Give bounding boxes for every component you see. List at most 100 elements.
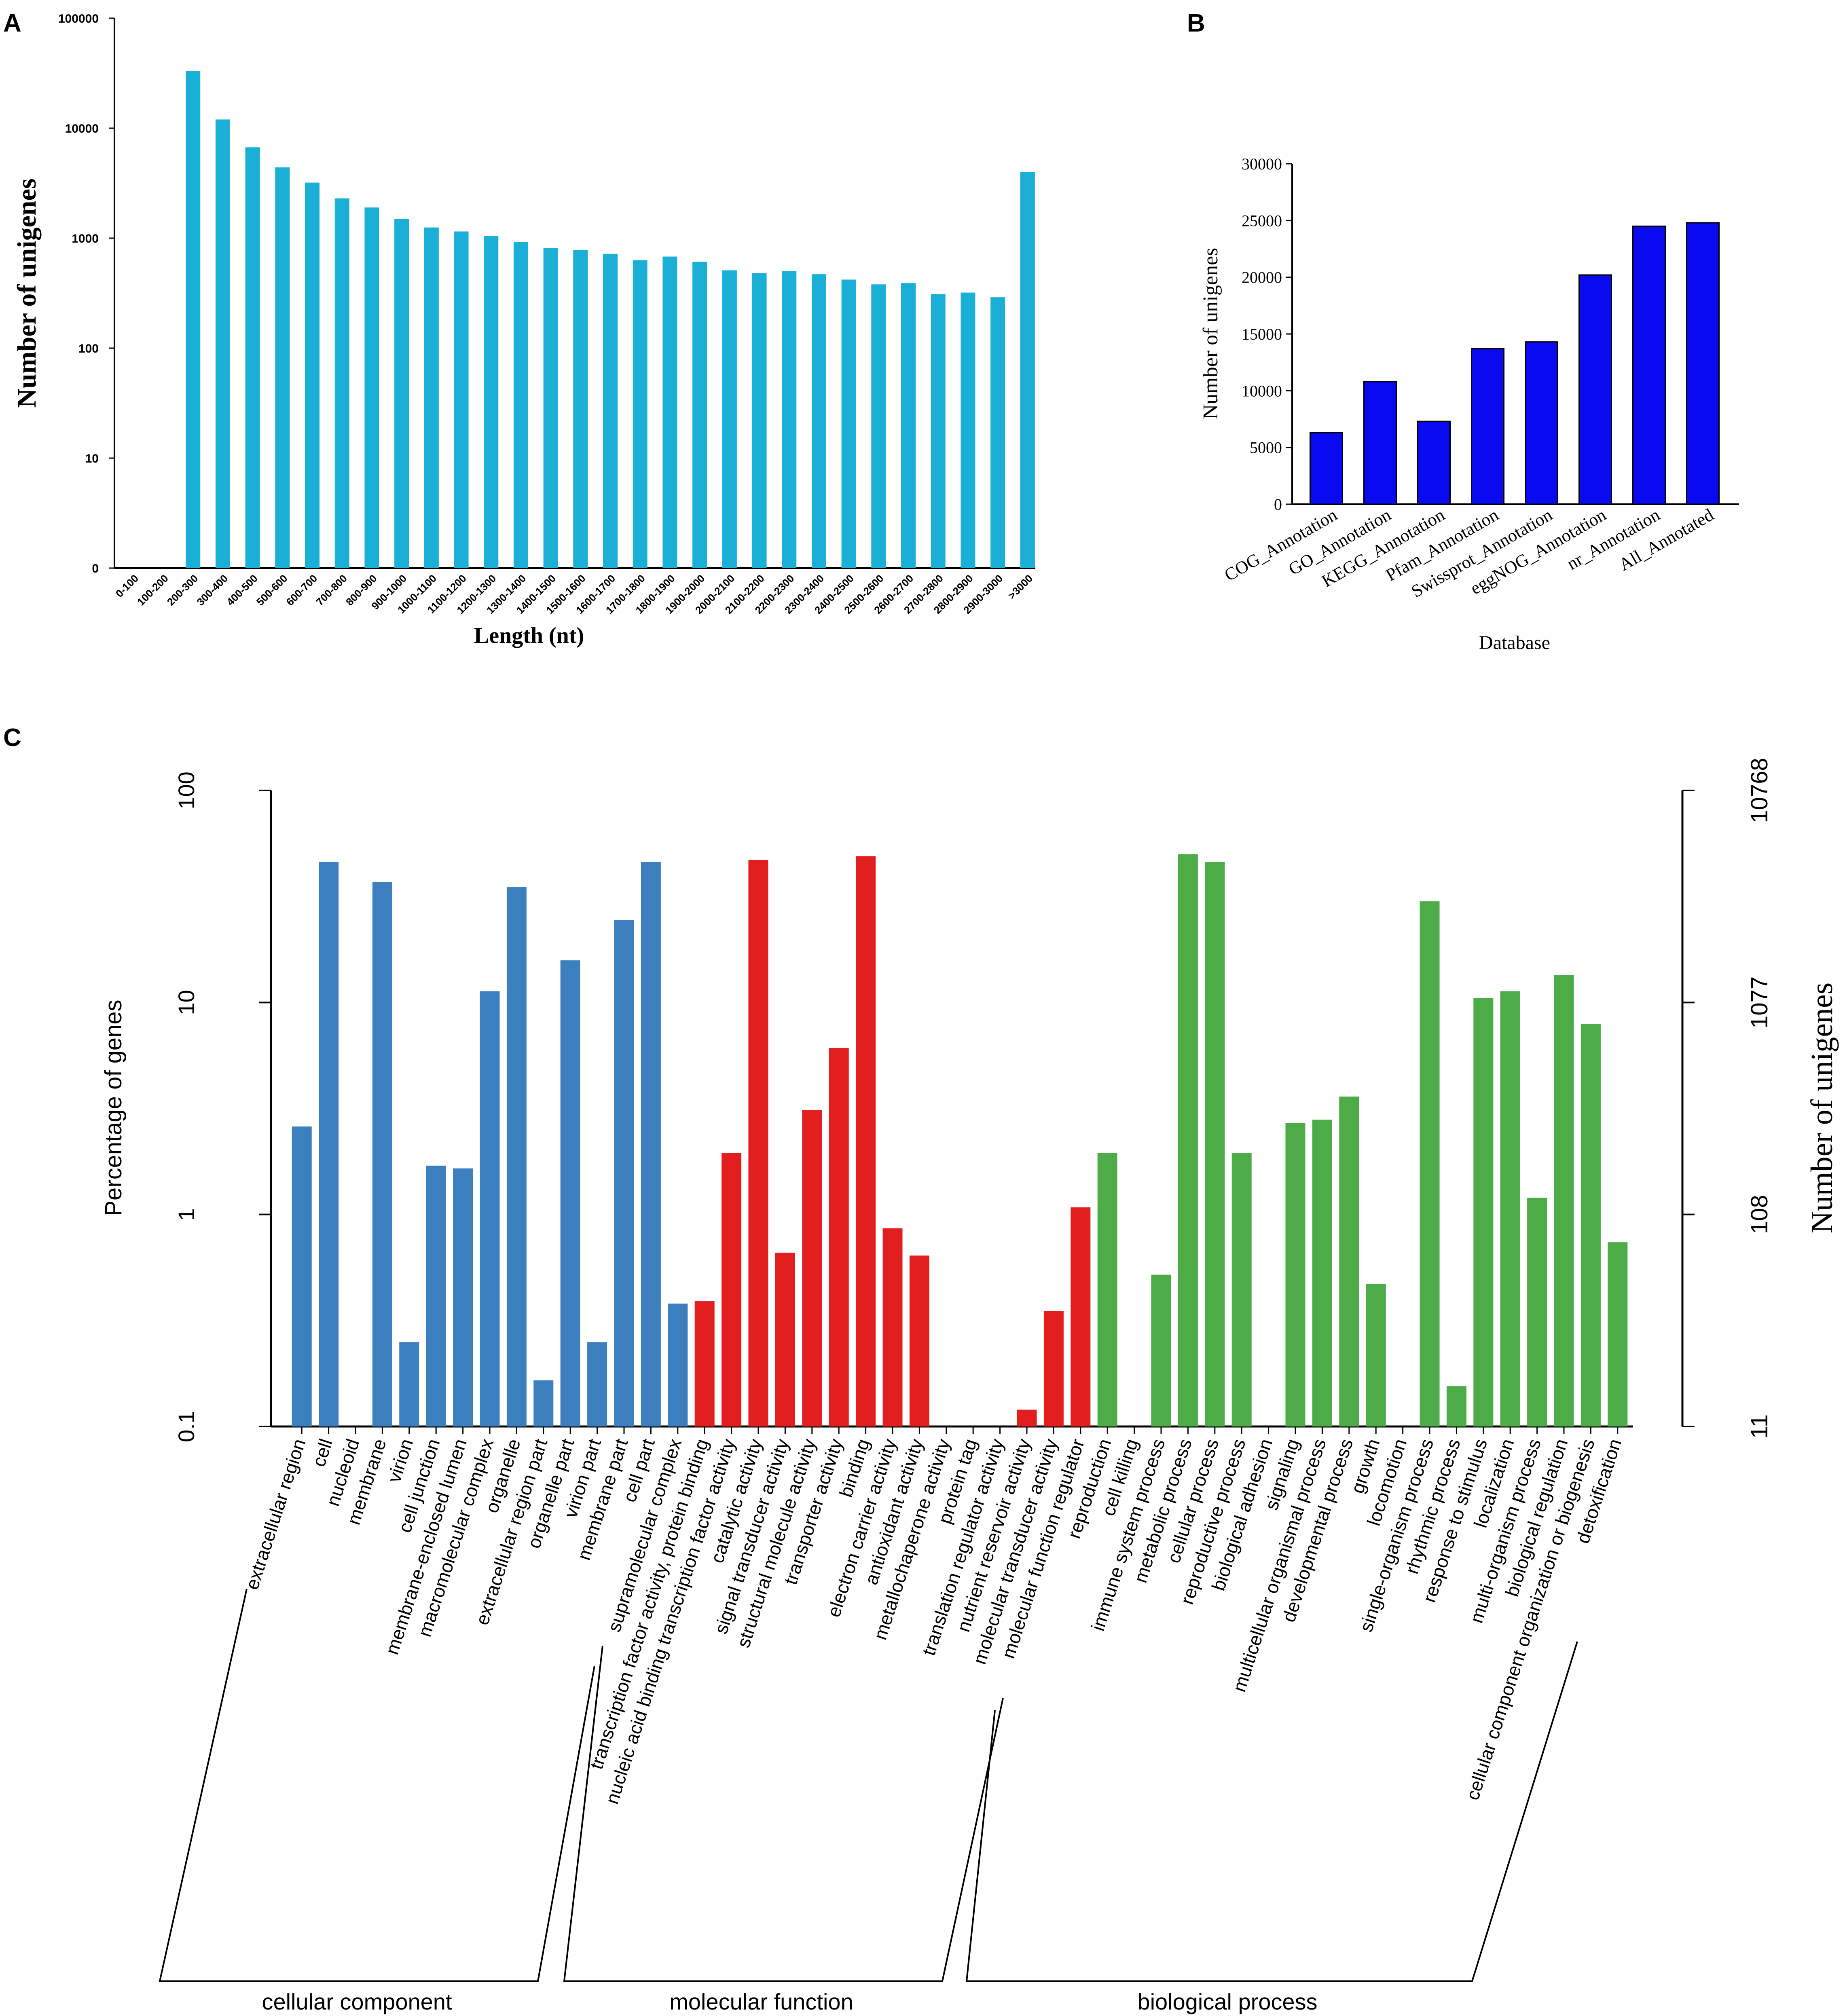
panel-c-bar-electron-carrier-activity: [882, 1228, 903, 1426]
panel-c-bar-virion-part: [587, 1342, 607, 1426]
panel-b-y-tick-label: 0: [1274, 495, 1282, 514]
panel-a-x-tick-label: >3000: [1005, 572, 1035, 602]
panel-b-y-tick-label: 10000: [1242, 382, 1282, 400]
panel-c-bar-extracellular-region: [292, 1126, 312, 1426]
panel-c-bar-metabolic-process: [1178, 854, 1198, 1426]
panel-a-y-tick-label: 100000: [58, 12, 99, 25]
panel-c-bar-biological-regulation: [1554, 974, 1574, 1426]
panel-c-group-bracket-biological-process: [965, 1641, 1578, 1982]
panel-b-y-tick-label: 15000: [1242, 325, 1282, 343]
panel-a-bar-1700-1800: [633, 260, 647, 568]
panel-a-x-axis-title: Length (nt): [474, 623, 584, 648]
panel-c-left-axis-title: Percentage of genes: [100, 1000, 127, 1216]
panel-c-bar-growth: [1366, 1284, 1386, 1426]
panel-c-bar-structural-molecule-activity: [802, 1110, 822, 1426]
panel-a-bar-300-400: [215, 119, 230, 568]
panel-a-length-distribution: 0 10 100 1000 10000 100000 0-100100-200200-30…: [12, 12, 1035, 648]
panel-a-bar-2400-2500: [841, 279, 856, 568]
panel-c-bar-multi-organism-process: [1527, 1198, 1547, 1426]
panel-c-bar-catalytic-activity: [748, 860, 768, 1426]
panel-c-bar-multicellular-organismal-process: [1312, 1120, 1332, 1426]
panel-c-bar-single-organism-process: [1420, 901, 1440, 1426]
panel-a-bar-1800-1900: [662, 256, 677, 568]
panel-c-right-tick-label: 10768: [1746, 758, 1773, 823]
panel-a-bar-1000-1100: [424, 227, 439, 568]
panel-a-bar-2200-2300: [782, 271, 797, 568]
panel-a-bar-700-800: [334, 198, 349, 568]
panel-c-bar-membrane-part: [614, 920, 634, 1426]
panel-b-x-axis-title: Database: [1479, 632, 1550, 653]
panel-a-bar-800-900: [364, 207, 379, 568]
panel-b-bar-kegg-annotation: [1417, 421, 1451, 505]
panel-b-y-axis-title: Number of unigenes: [1199, 248, 1222, 420]
panel-c-bar-molecular-function-regulator: [1071, 1207, 1091, 1426]
panel-a-x-tick-label: 500-600: [254, 572, 290, 608]
panel-a-bar-500-600: [275, 167, 290, 568]
panel-a-y-tick-label: 1000: [72, 232, 99, 245]
panel-a-bar-2000-2100: [722, 270, 737, 568]
panel-a-y-tick-label: 10: [85, 452, 99, 465]
panel-c-bar-response-to-stimulus: [1473, 998, 1494, 1426]
panel-b-y-tick-label: 25000: [1242, 211, 1282, 230]
panel-a-bar-1100-1200: [454, 231, 469, 568]
panel-a-bar-2700-2800: [931, 294, 946, 568]
panel-a-bar-2300-2400: [811, 274, 826, 568]
panel-a-bar-1900-2000: [692, 262, 707, 568]
panel-c-right-tick-label: 108: [1746, 1195, 1773, 1234]
panel-c-group-label-molecular-function: molecular function: [669, 1989, 853, 2014]
panel-a-bar-1200-1300: [484, 236, 499, 568]
panel-a-bar-3000: [1020, 172, 1035, 568]
panel-c-bar-supramolecular-complex: [668, 1304, 688, 1426]
panel-a-x-tick-label: 200-300: [165, 572, 201, 608]
panel-c-bar-detoxification: [1608, 1242, 1628, 1426]
panel-c-bar-extracellular-region-part: [533, 1380, 554, 1426]
panel-a-x-tick-label: 300-400: [195, 572, 231, 608]
panel-a-bar-2900-3000: [990, 297, 1005, 568]
panel-c-bar-nucleic-acid-binding-transcription-factor-activity: [721, 1153, 742, 1426]
panel-c-bar-immune-system-process: [1151, 1274, 1171, 1426]
panel-a-x-tick-label: 0-100: [113, 572, 141, 600]
panel-c-bar-antioxidant-activity: [909, 1255, 929, 1426]
panel-c-bar-cellular-component-organization-or-biogenesis: [1581, 1024, 1601, 1426]
panel-c-left-tick-label: 100: [173, 771, 199, 809]
panel-a-x-tick-label: 400-500: [224, 572, 260, 608]
panel-a-x-tick-label: 700-800: [313, 572, 349, 608]
panel-b-bar-all-annotated: [1686, 222, 1720, 505]
panel-c-bar-binding: [856, 856, 876, 1426]
panel-a-x-tick-label: 100-200: [135, 572, 171, 608]
panel-c-bar-localization: [1500, 991, 1520, 1426]
panel-b-bar-nr-annotation: [1632, 225, 1666, 505]
panel-a-bar-2800-2900: [961, 292, 975, 568]
panel-c-bar-reproductive-process: [1231, 1153, 1252, 1426]
panel-c-bar-cell-part: [641, 862, 661, 1426]
panel-c-bar-organelle-part: [560, 960, 580, 1426]
panel-a-y-tick-label: 10000: [65, 122, 99, 135]
panel-a-x-tick-label: 600-700: [284, 572, 320, 608]
panel-b-bar-swissprot-annotation: [1525, 341, 1558, 505]
panel-c-group-label-biological-process: biological process: [1137, 1989, 1317, 2014]
panel-b-bar-go-annotation: [1363, 381, 1397, 505]
panel-c-x-tick-label: cell: [308, 1436, 336, 1469]
panel-c-bar-cell: [319, 862, 339, 1426]
panel-c-left-tick-label: 0.1: [173, 1411, 199, 1442]
panel-c-left-tick-label: 1: [173, 1208, 199, 1221]
panel-c-right-axis-title: Number of unigenes: [1805, 983, 1839, 1234]
panel-a-bar-1300-1400: [513, 242, 528, 568]
panel-a-bar-1500-1600: [573, 250, 588, 568]
panel-c-bar-reproduction: [1097, 1153, 1117, 1426]
panel-a-bar-1600-1700: [603, 254, 618, 568]
panel-label-c: C: [3, 724, 21, 752]
panel-b-bar-cog-annotation: [1310, 432, 1343, 505]
panel-a-bar-1400-1500: [543, 248, 558, 568]
panel-c-bar-rhythmic-process: [1446, 1386, 1466, 1426]
panel-c-group-label-cellular-component: cellular component: [262, 1989, 452, 2014]
panel-c-group-bracket-cellular-component: [159, 1589, 595, 1982]
panel-a-y-tick-label: 100: [78, 342, 99, 355]
panel-a-bar-900-1000: [394, 219, 409, 568]
panel-b-y-tick-label: 30000: [1242, 155, 1282, 173]
panel-c-bar-transcription-factor-activity-protein-binding: [694, 1301, 715, 1426]
panel-c-bar-membrane: [372, 882, 392, 1426]
